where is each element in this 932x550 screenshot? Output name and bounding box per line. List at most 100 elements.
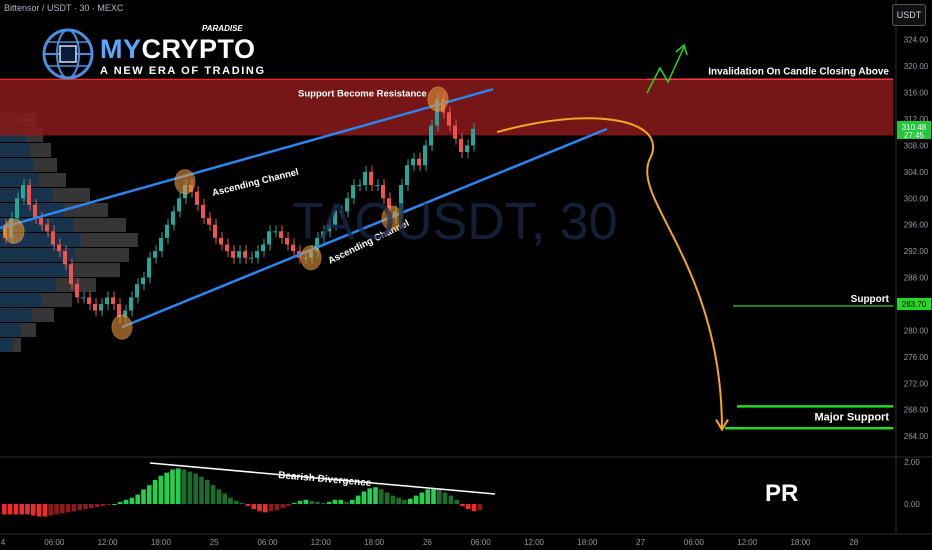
oscillator-bar: [118, 501, 123, 504]
pivot-marker: [381, 205, 403, 231]
candle-body: [459, 138, 463, 152]
price-tick-label: 296.00: [904, 221, 929, 230]
candle-body: [21, 185, 25, 199]
oscillator-bar: [442, 492, 448, 504]
symbol-watermark: TAOUSDT, 30: [292, 193, 618, 251]
volume-profile-bar: [0, 308, 32, 322]
oscillator-tick-label: 0.00: [904, 500, 920, 509]
oscillator-bar: [303, 499, 309, 504]
support-price-badge: 283.70: [902, 300, 927, 309]
time-tick-label: 06:00: [684, 538, 705, 547]
volume-profile-bar: [0, 293, 42, 307]
time-tick-label: 18:00: [151, 538, 172, 547]
oscillator-bar: [263, 504, 268, 513]
logo-crypto: CRYPTO: [141, 34, 256, 64]
candle-body: [357, 185, 361, 187]
level-label: Major Support: [814, 411, 889, 423]
oscillator-bar: [2, 504, 7, 515]
globe-icon: [42, 28, 94, 80]
oscillator-bar: [344, 501, 349, 504]
candle-body: [255, 251, 259, 258]
oscillator-bar: [19, 504, 24, 515]
volume-profile-bar: [0, 158, 34, 172]
price-tick-label: 324.00: [904, 36, 929, 45]
oscillator-bar: [239, 502, 245, 504]
oscillator-bar: [315, 501, 320, 504]
volume-profile-bar: [0, 263, 70, 277]
oscillator-bar: [141, 489, 146, 504]
oscillator-bar: [361, 491, 367, 504]
pivot-marker: [427, 86, 449, 112]
invalidation-arrow-head: [675, 43, 688, 56]
oscillator-bar: [71, 504, 77, 512]
volume-profile-bar: [70, 263, 120, 277]
last-price-badge: 310.48: [902, 123, 927, 132]
oscillator-bar: [274, 504, 280, 511]
time-tick-label: 4: [1, 538, 6, 547]
candle-body: [351, 185, 355, 199]
candle-body: [213, 224, 217, 238]
pivot-marker: [174, 169, 196, 195]
currency-button[interactable]: USDT: [892, 4, 926, 26]
oscillator-bar: [408, 498, 413, 504]
oscillator-bar: [355, 495, 361, 504]
candle-body: [123, 310, 127, 318]
time-tick-label: 06:00: [44, 538, 65, 547]
oscillator-bar: [222, 493, 227, 504]
candle-body: [99, 304, 103, 311]
candle-body: [333, 211, 337, 225]
candle-body: [153, 251, 157, 258]
oscillator-bar: [210, 485, 216, 504]
volume-profile-bar: [0, 278, 56, 292]
candle-body: [69, 264, 73, 285]
logo-tagline: A NEW ERA OF TRADING: [100, 65, 266, 77]
candle-body: [51, 231, 55, 245]
candle-body: [273, 231, 277, 233]
time-tick-label: 25: [210, 538, 219, 547]
price-tick-label: 264.00: [904, 432, 929, 441]
candle-body: [237, 251, 241, 258]
oscillator-bar: [367, 488, 372, 504]
candle-body: [285, 237, 289, 245]
candle-body: [111, 297, 115, 304]
oscillator-bar: [297, 500, 303, 504]
logo-my: MY: [100, 34, 142, 64]
oscillator-bar: [419, 492, 425, 504]
oscillator-bar: [431, 488, 436, 504]
candle-body: [453, 125, 457, 139]
volume-profile-bar: [33, 158, 57, 172]
candle-body: [321, 231, 325, 238]
candle-body: [117, 304, 121, 318]
oscillator-bar: [193, 473, 198, 504]
volume-profile-bar: [42, 293, 72, 307]
oscillator-bar: [216, 489, 222, 504]
projection-arrow-head: [715, 419, 729, 432]
time-tick-label: 18:00: [364, 538, 385, 547]
price-tick-label: 280.00: [904, 326, 929, 335]
candle-body: [105, 297, 109, 304]
time-tick-label: 26: [423, 538, 432, 547]
candle-body: [201, 204, 205, 219]
oscillator-bar: [234, 500, 239, 504]
oscillator-bar: [251, 504, 256, 510]
candle-body: [405, 165, 409, 186]
last-price-badge-countdown: 27:45: [904, 131, 925, 140]
time-tick-label: 27: [636, 538, 645, 547]
oscillator-bar: [60, 504, 65, 514]
volume-profile-bar: [0, 143, 30, 157]
oscillator-bar: [292, 502, 297, 504]
resistance-zone: [0, 79, 893, 136]
candle-body: [429, 125, 433, 146]
candle-body: [423, 145, 427, 166]
candle-body: [381, 185, 385, 199]
price-tick-label: 316.00: [904, 89, 929, 98]
volume-profile-bar: [29, 143, 51, 157]
candle-body: [75, 284, 79, 298]
candle-body: [267, 231, 271, 245]
oscillator-bar: [187, 471, 193, 504]
candle-body: [231, 251, 235, 258]
volume-profile-bar: [52, 188, 90, 202]
candle-body: [129, 297, 133, 311]
price-tick-label: 304.00: [904, 168, 929, 177]
